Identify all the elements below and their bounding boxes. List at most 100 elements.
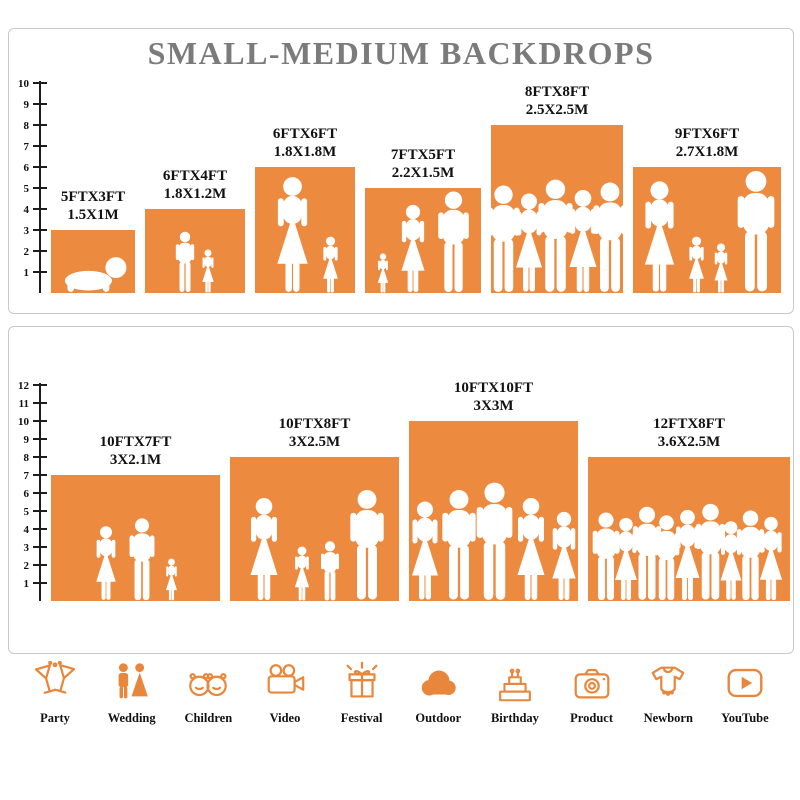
girl-silhouette [165,558,178,601]
festival-icon [339,660,385,706]
ruler-tick [33,528,47,530]
ruler-tick [33,510,47,512]
category-item-wedding: Wedding [97,660,167,726]
ruler-number: 5 [23,183,30,195]
woman-silhouette [517,498,545,600]
category-item-outdoor: Outdoor [403,660,473,726]
size-feet-label: 10FTX8FT [278,415,351,432]
boy-silhouette [320,541,339,601]
category-item-children: Children [173,660,243,726]
product-icon [569,660,615,706]
ruler-tick [33,229,47,231]
backdrop-size-label: 8FTX8FT 2.5X2.5M [525,83,589,121]
category-label: Party [40,711,70,725]
size-meters-label: 2.7X1.8M [675,144,739,161]
woman-silhouette [412,501,438,600]
size-chart-medium: 1 2 3 4 5 6 7 8 9 10 11 12 10FTX7FT 3X2.1M 10FTX8FT 3X2… [18,339,790,601]
woman-silhouette [644,181,674,292]
girl-silhouette [294,546,309,601]
ruler-tick [33,166,47,168]
category-label: Birthday [490,711,539,725]
backdrop-size-label: 5FTX3FT 1.5X1M [61,188,125,226]
category-label: Outdoor [415,711,462,725]
backdrop-rectangle [255,167,355,293]
backdrop-size-item: 9FTX6FT 2.7X1.8M [633,125,781,293]
ruler-tick [33,250,47,252]
backdrop-rectangle [409,421,578,601]
man-silhouette [491,185,520,292]
size-feet-label: 6FTX6FT [272,125,338,142]
ruler-number: 9 [23,434,30,446]
size-feet-label: 10FTX10FT [453,379,534,396]
ruler-number: 8 [23,120,30,132]
ruler-tick [33,124,47,126]
ruler-tick [33,103,47,105]
backdrop-rectangle [51,230,135,293]
video-icon [262,660,308,706]
backdrop-size-label: 10FTX8FT 3X2.5M [279,415,351,453]
baby-silhouette [64,257,127,292]
party-icon [32,660,78,706]
girl-silhouette [322,236,338,293]
man-silhouette [437,191,469,292]
category-label: Video [269,711,301,725]
woman-silhouette [552,511,576,601]
medium-backdrops-panel: 1 2 3 4 5 6 7 8 9 10 11 12 10FTX7FT 3X2.1M 10FTX8FT 3X2… [8,326,794,654]
backdrop-size-label: 7FTX5FT 2.2X1.5M [391,146,455,184]
size-meters-label: 1.5X1M [67,207,119,224]
wedding-icon [109,660,155,706]
girl-silhouette [714,243,727,293]
ruler-number: 4 [23,524,30,536]
size-meters-label: 2.5X2.5M [525,102,589,119]
backdrop-size-label: 9FTX6FT 2.7X1.8M [675,125,739,163]
size-meters-label: 2.2X1.5M [391,165,455,182]
newborn-icon [645,660,691,706]
man-silhouette [349,490,384,600]
category-item-newborn: Newborn [633,660,703,726]
ruler-tick [33,208,47,210]
backdrop-size-item: 5FTX3FT 1.5X1M [51,188,135,293]
ruler: 1 2 3 4 5 6 7 8 9 10 11 12 [18,339,47,601]
ruler-number: 3 [23,542,30,554]
category-item-product: Product [557,660,627,726]
ruler-tick [33,384,47,386]
size-feet-label: 8FTX8FT [524,83,590,100]
backdrop-size-label: 10FTX10FT 3X3M [454,379,533,417]
backdrop-size-label: 12FTX8FT 3.6X2.5M [653,415,725,453]
category-label: Children [184,711,233,725]
ruler-tick [33,187,47,189]
ruler-tick [33,438,47,440]
ruler-number: 4 [23,204,30,216]
category-item-birthday: Birthday [480,660,550,726]
size-chart-small: 1 2 3 4 5 6 7 8 9 10 5FTX3FT 1.5X1M 6FTX4FT 1.8X1.2M 6… [18,53,785,293]
backdrop-size-item: 6FTX4FT 1.8X1.2M [145,167,245,293]
ruler-number: 12 [18,380,29,392]
ruler-tick [33,582,47,584]
category-item-video: Video [250,660,320,726]
backdrop-size-item: 7FTX5FT 2.2X1.5M [365,146,481,293]
children-icon [185,660,231,706]
ruler-tick [33,456,47,458]
girl-silhouette [201,249,214,293]
woman-silhouette [96,526,116,600]
ruler-tick [33,546,47,548]
ruler-number: 10 [18,78,29,90]
ruler-tick [33,420,47,422]
ruler-number: 5 [23,506,30,518]
ruler-tick [33,474,47,476]
size-feet-label: 7FTX5FT [390,146,456,163]
man-silhouette [632,506,662,600]
backdrop-size-label: 10FTX7FT 3X2.1M [100,433,172,471]
ruler-tick [33,492,47,494]
backdrop-rectangle [588,457,790,601]
category-label: Festival [340,711,383,725]
ruler-tick [33,145,47,147]
size-meters-label: 3.6X2.5M [657,434,721,451]
backdrop-size-item: 12FTX8FT 3.6X2.5M [588,415,790,601]
size-feet-label: 5FTX3FT [60,188,126,205]
ruler-tick [33,82,47,84]
backdrop-bars: 5FTX3FT 1.5X1M 6FTX4FT 1.8X1.2M 6FTX6FT 1.8X1… [51,83,785,293]
size-meters-label: 3X2.1M [109,452,162,469]
size-feet-label: 10FTX7FT [99,433,172,450]
